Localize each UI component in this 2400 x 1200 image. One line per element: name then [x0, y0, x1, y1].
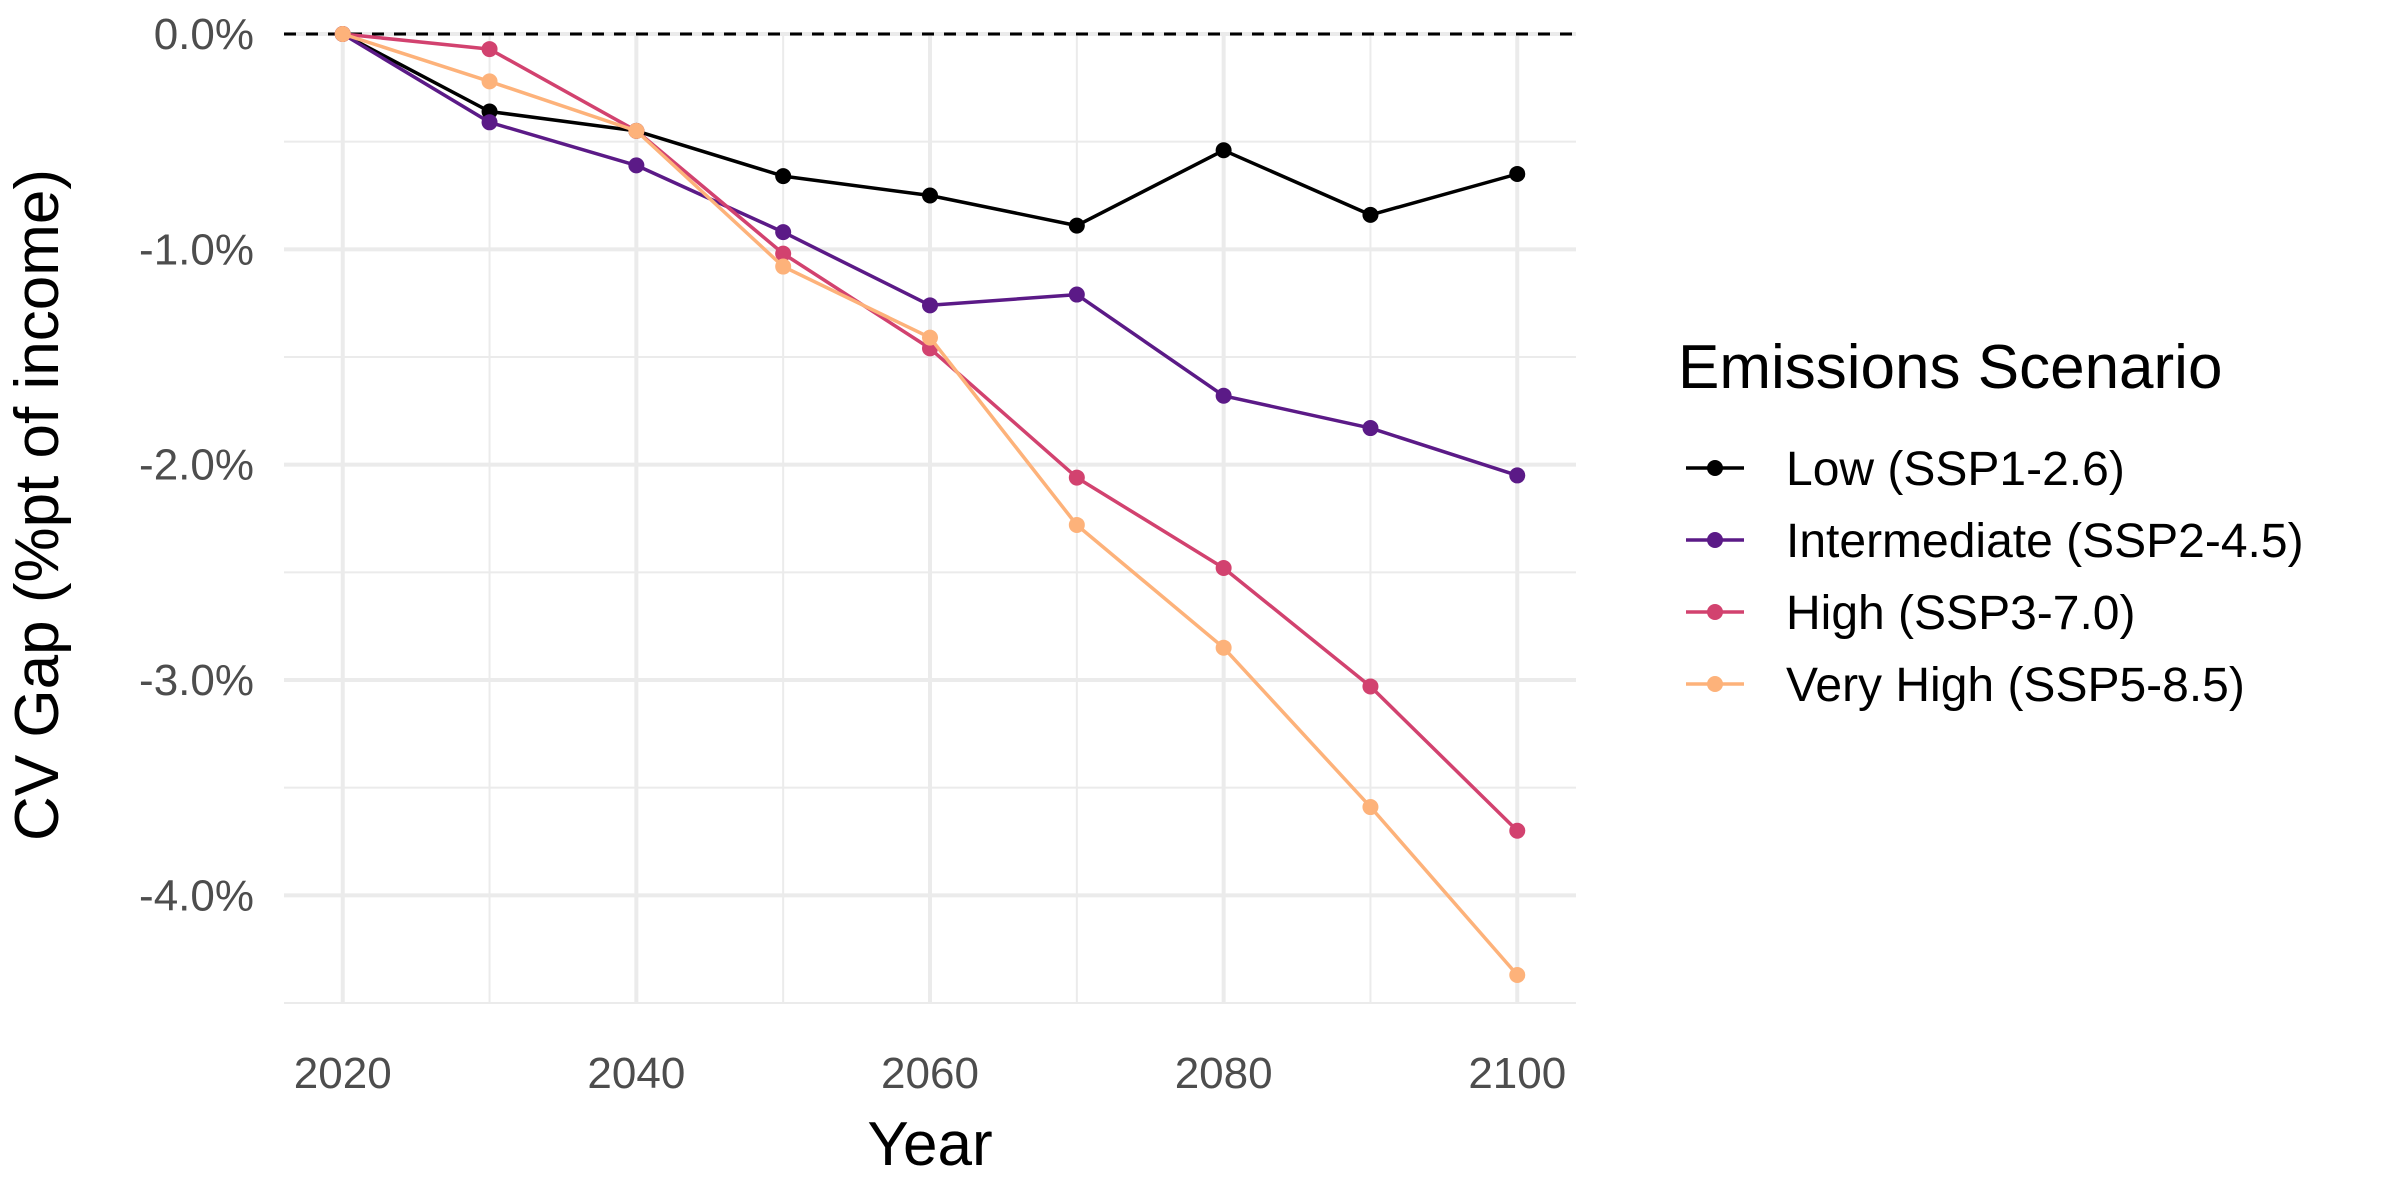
- x-tick-label: 2060: [881, 1049, 979, 1098]
- legend-label: Very High (SSP5-8.5): [1786, 659, 2245, 712]
- legend-item: Very High (SSP5-8.5): [1686, 659, 2245, 712]
- y-tick-label: -3.0%: [139, 656, 254, 705]
- data-point: [1215, 142, 1232, 159]
- legend-item: High (SSP3-7.0): [1686, 587, 2135, 640]
- legend-item: Low (SSP1-2.6): [1686, 443, 2125, 496]
- x-tick-labels: 2020 2040 2060 2080 2100: [294, 1049, 1566, 1098]
- data-point: [1362, 206, 1379, 223]
- x-tick-label: 2080: [1175, 1049, 1273, 1098]
- legend-key-point: [1707, 676, 1723, 692]
- legend-item: Intermediate (SSP2-4.5): [1686, 515, 2304, 568]
- x-tick-label: 2040: [587, 1049, 685, 1098]
- data-point: [775, 258, 792, 275]
- data-point: [1509, 967, 1526, 984]
- legend-label: High (SSP3-7.0): [1786, 587, 2135, 640]
- data-point: [1362, 678, 1379, 695]
- y-tick-labels: 0.0% -1.0% -2.0% -3.0% -4.0%: [139, 10, 254, 920]
- legend-key-point: [1707, 604, 1723, 620]
- y-tick-label: -2.0%: [139, 441, 254, 490]
- y-axis-title: CV Gap (%pt of income): [3, 169, 72, 841]
- data-point: [775, 168, 792, 185]
- data-point: [1068, 469, 1085, 486]
- data-point: [481, 41, 498, 58]
- grid-major: [284, 32, 1576, 1003]
- data-point: [922, 297, 938, 314]
- data-point: [1068, 286, 1085, 303]
- legend-label: Intermediate (SSP2-4.5): [1786, 515, 2304, 568]
- y-tick-label: 0.0%: [154, 10, 254, 59]
- data-point: [1362, 799, 1379, 816]
- y-tick-label: -4.0%: [139, 871, 254, 920]
- legend-title: Emissions Scenario: [1678, 333, 2222, 402]
- data-point: [922, 329, 938, 346]
- data-point: [628, 122, 645, 139]
- data-point: [481, 73, 498, 90]
- data-point: [1509, 467, 1526, 484]
- x-axis-title: Year: [867, 1110, 992, 1179]
- data-point: [775, 224, 792, 241]
- data-point: [481, 114, 498, 131]
- data-point: [775, 245, 792, 262]
- data-point: [1509, 165, 1526, 182]
- data-point: [334, 26, 351, 42]
- x-tick-label: 2020: [294, 1049, 392, 1098]
- series-3: [334, 26, 1526, 984]
- data-point: [1215, 560, 1232, 577]
- y-tick-label: -1.0%: [139, 225, 254, 274]
- data-point: [1215, 387, 1232, 404]
- data-point: [1362, 420, 1379, 437]
- data-point: [1215, 639, 1232, 656]
- legend-key-point: [1707, 532, 1723, 548]
- legend-key-point: [1707, 460, 1723, 476]
- data-point: [628, 157, 645, 174]
- data-point: [1509, 822, 1526, 839]
- data-point: [922, 187, 938, 204]
- data-point: [1068, 516, 1085, 533]
- series-layer: [334, 26, 1526, 984]
- legend-label: Low (SSP1-2.6): [1786, 443, 2125, 496]
- legend: Emissions Scenario Low (SSP1-2.6) Interme…: [1678, 333, 2304, 712]
- data-point: [1068, 217, 1085, 234]
- x-tick-label: 2100: [1468, 1049, 1566, 1098]
